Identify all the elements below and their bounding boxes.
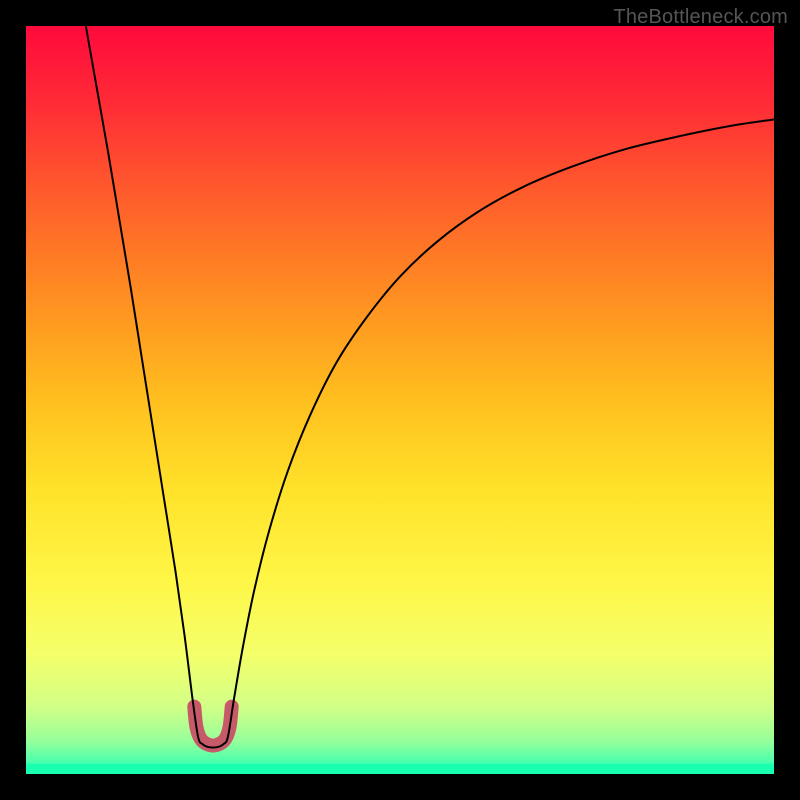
plot-area	[26, 26, 774, 774]
stage: TheBottleneck.com	[0, 0, 800, 800]
curve-layer	[26, 26, 774, 774]
main-curve	[86, 26, 774, 747]
